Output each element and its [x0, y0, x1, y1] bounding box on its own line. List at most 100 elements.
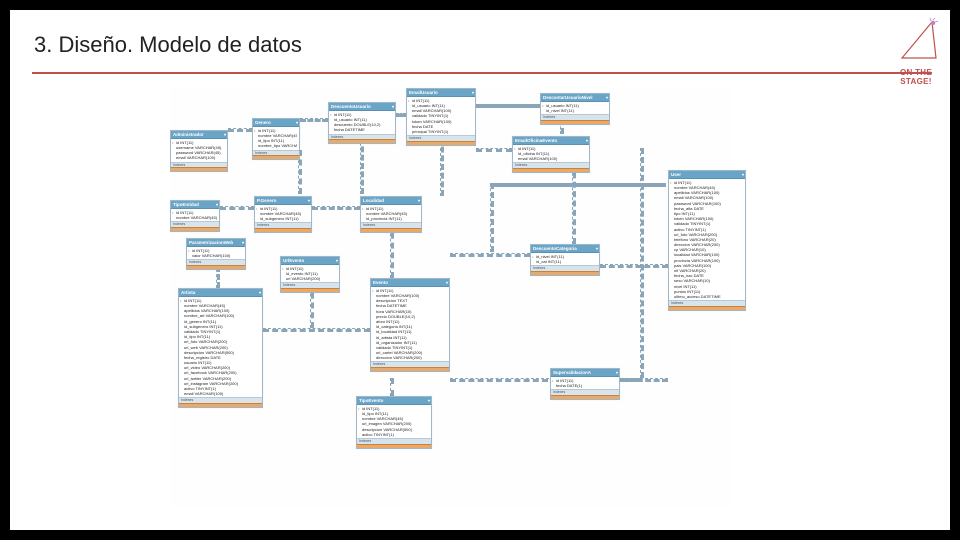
entity-header: P.Genero — [255, 197, 311, 205]
entity-field: email VARCHAR(100) — [184, 391, 260, 396]
entity-footer — [513, 168, 589, 172]
entity-header: Artista — [179, 289, 262, 297]
entity-descontarusuarionivel: DescontarUsuarioNivelid_usuario INT(11)i… — [540, 93, 610, 125]
entity-body: id INT(11)fecha DATE(1) — [551, 377, 619, 389]
connector — [263, 328, 370, 332]
entity-field: email VARCHAR(100) — [176, 155, 225, 160]
entity-body: id INT(11)nombre VARCHAR(45)id_provincia… — [361, 205, 421, 223]
entity-footer — [329, 139, 395, 143]
entity-body: id INT(11)id_evento INT(11)url VARCHAR(2… — [281, 265, 339, 283]
entity-header: DescuentoUsuario — [329, 103, 395, 111]
connector — [220, 206, 254, 210]
entity-administrador: Administradorid INT(11)username VARCHAR(… — [170, 130, 228, 172]
entity-field: ultimo_acceso DATETIME — [674, 294, 743, 299]
entity-footer — [255, 228, 311, 232]
entity-descuentocategoria: DescuentoCategoriaid_nivel INT(11)id_cat… — [530, 244, 600, 276]
entity-field: fecha DATE(1) — [556, 383, 617, 388]
connector — [300, 118, 328, 122]
entity-body: id INT(11)id_usuario INT(11)descuento DO… — [329, 111, 395, 134]
entity-field: valor VARCHAR(100) — [192, 253, 243, 258]
entity-header: ParametrizacionWeb — [187, 239, 245, 247]
entity-footer — [551, 395, 619, 399]
entity-header: SupervalidacionA — [551, 369, 619, 377]
entity-footer — [371, 367, 449, 371]
entity-parametrizacionweb: ParametrizacionWebid INT(11)valor VARCHA… — [186, 238, 246, 270]
entity-artista: Artistaid INT(11)nombre VARCHAR(45)apell… — [178, 288, 263, 408]
entity-header: User — [669, 171, 745, 179]
entity-header: Evento — [371, 279, 449, 287]
entity-header: Genero — [253, 119, 299, 127]
entity-body: id INT(11)nombre VARCHAR(100)descripcion… — [371, 287, 449, 362]
entity-header: TipoEvento — [357, 397, 431, 405]
connector — [640, 148, 644, 378]
entity-footer — [179, 403, 262, 407]
entity-supervalidacion: SupervalidacionAid INT(11)fecha DATE(1)I… — [550, 368, 620, 400]
entity-field: nombre_tipo VARCHAR(45) — [258, 143, 297, 148]
entity-footer — [357, 444, 431, 448]
connector — [396, 113, 406, 117]
entity-footer — [531, 271, 599, 275]
entity-urlevento: UrlEventoid INT(11)id_evento INT(11)url … — [280, 256, 340, 293]
entity-header: EmailUsuario — [407, 89, 475, 97]
connector — [440, 138, 444, 196]
slide: 3. Diseño. Modelo de datos ON THE STAGE!… — [10, 10, 950, 530]
spotlight-icon — [892, 18, 940, 66]
entity-footer — [541, 120, 609, 124]
entity-body: id INT(11)valor VARCHAR(100) — [187, 247, 245, 259]
entity-tipoentidad: TipoEntidadid INT(11)nombre VARCHAR(45)I… — [170, 200, 220, 232]
entity-emailoficinaevento: EmailOficinaEventoid INT(11)id_oficina I… — [512, 136, 590, 173]
entity-body: id INT(11)id_tipo INT(11)nombre VARCHAR(… — [357, 405, 431, 438]
entity-evento: Eventoid INT(11)nombre VARCHAR(100)descr… — [370, 278, 450, 372]
entity-header: UrlEvento — [281, 257, 339, 265]
entity-footer — [281, 288, 339, 292]
entity-header: Administrador — [171, 131, 227, 139]
logo-text: ON THE STAGE! — [886, 68, 946, 86]
entity-field: id_provincia INT(11) — [366, 216, 419, 221]
entity-field: id_subgenero INT(11) — [260, 216, 309, 221]
entity-body: id INT(11)id_oficina INT(11)email VARCHA… — [513, 145, 589, 163]
entity-field: principal TINYINT(1) — [412, 129, 473, 134]
title-underline — [32, 72, 932, 74]
entity-genero: Generoid INT(11)nombre VARCHAR(45)id_tip… — [252, 118, 300, 160]
connector — [620, 378, 668, 382]
entity-user: Userid INT(11)nombre VARCHAR(45)apellido… — [668, 170, 746, 311]
entity-field: activo TINYINT(1) — [362, 432, 429, 437]
entity-field: nombre VARCHAR(45) — [176, 215, 217, 220]
entity-body: id INT(11)nombre VARCHAR(45)apellidos VA… — [669, 179, 745, 300]
connector — [312, 206, 360, 210]
entity-footer — [407, 141, 475, 145]
entity-body: id INT(11)id_usuario INT(11)email VARCHA… — [407, 97, 475, 135]
entity-header: Localidad — [361, 197, 421, 205]
entity-body: id_usuario INT(11)id_nivel INT(11) — [541, 102, 609, 114]
entity-emailusuario: EmailUsuarioid INT(11)id_usuario INT(11)… — [406, 88, 476, 146]
slide-title: 3. Diseño. Modelo de datos — [30, 32, 950, 58]
entity-body: id INT(11)username VARCHAR(45)password V… — [171, 139, 227, 162]
entity-footer — [361, 228, 421, 232]
connector — [228, 128, 252, 132]
entity-footer — [253, 155, 299, 159]
connector — [572, 163, 576, 244]
connector — [390, 378, 394, 396]
connector — [490, 183, 494, 252]
entity-footer — [187, 265, 245, 269]
entity-field: fecha DATETIME — [334, 127, 393, 132]
connector — [600, 264, 668, 268]
entity-field: url VARCHAR(200) — [286, 276, 337, 281]
entity-footer — [171, 227, 219, 231]
entity-header: DescuentoCategoria — [531, 245, 599, 253]
entity-body: id INT(11)nombre VARCHAR(45)id_tipo INT(… — [253, 127, 299, 150]
entity-pgenero: P.Generoid INT(11)nombre VARCHAR(45)id_s… — [254, 196, 312, 233]
er-diagram: Administradorid INT(11)username VARCHAR(… — [170, 88, 730, 508]
connector — [476, 148, 512, 152]
entity-field: direccion VARCHAR(200) — [376, 355, 447, 360]
connector — [360, 138, 364, 194]
entity-footer — [171, 167, 227, 171]
logo: ON THE STAGE! — [886, 18, 946, 90]
entity-localidad: Localidadid INT(11)nombre VARCHAR(45)id_… — [360, 196, 422, 233]
entity-header: EmailOficinaEvento — [513, 137, 589, 145]
entity-field: email VARCHAR(100) — [518, 156, 587, 161]
entity-descuentousuario: DescuentoUsuarioid INT(11)id_usuario INT… — [328, 102, 396, 144]
entity-field: id_nivel INT(11) — [546, 108, 607, 113]
entity-header: TipoEntidad — [171, 201, 219, 209]
entity-body: id INT(11)nombre VARCHAR(45)apellidos VA… — [179, 297, 262, 398]
